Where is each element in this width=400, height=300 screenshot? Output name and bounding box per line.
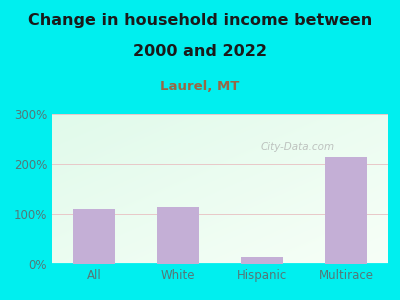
Text: Change in household income between: Change in household income between bbox=[28, 14, 372, 28]
Bar bbox=[325, 157, 367, 264]
Text: 2000 and 2022: 2000 and 2022 bbox=[133, 44, 267, 59]
Text: City-Data.com: City-Data.com bbox=[260, 142, 334, 152]
Text: Laurel, MT: Laurel, MT bbox=[160, 80, 240, 94]
Bar bbox=[157, 206, 199, 264]
Bar bbox=[73, 209, 115, 264]
Bar bbox=[241, 256, 283, 264]
